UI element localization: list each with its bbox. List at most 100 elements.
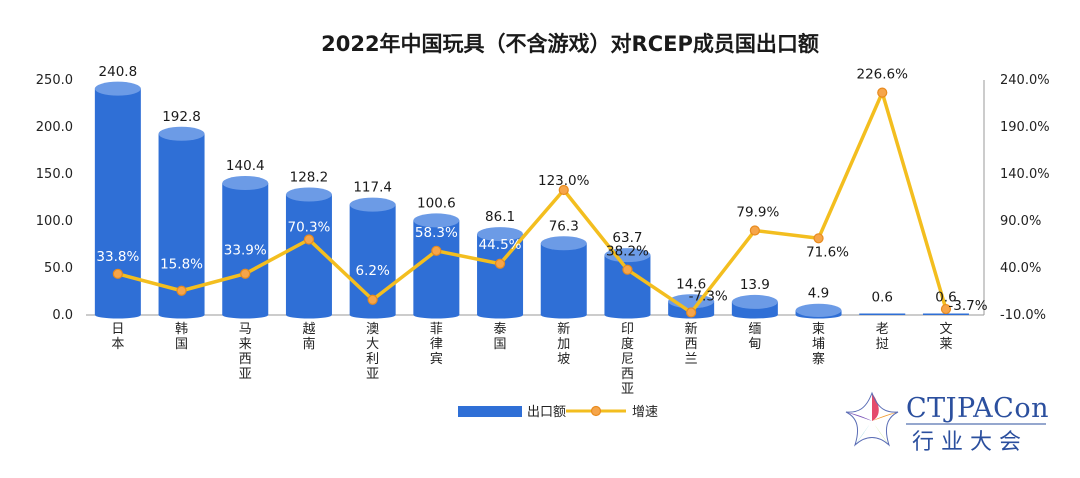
right-tick: 90.0%	[1000, 214, 1041, 229]
bar-cap	[285, 187, 332, 202]
bar-cap	[540, 236, 587, 251]
bar	[413, 213, 460, 319]
category-label: 韩国	[175, 322, 188, 352]
bar-value-label: 0.6	[935, 289, 956, 305]
bar	[477, 227, 524, 319]
legend-label-export: 出口额	[527, 405, 566, 420]
category-labels: 日本 韩国 马来西亚 越南 澳大利亚 菲律宾 泰国 新加坡 印度尼西亚 新西兰 缅甸 柬埔寨 老挝 文莱	[111, 321, 952, 397]
logo-text-cn: 行业大会	[912, 430, 1028, 455]
bar-value-labels: 240.8 192.8 140.4 128.2 117.4 100.6 86.1 76.3 63…	[99, 64, 957, 305]
growth-marker	[367, 294, 378, 305]
bar-cap	[222, 176, 269, 191]
left-tick: 250.0	[36, 73, 73, 88]
bar-value-label: 4.9	[808, 285, 829, 301]
bar	[795, 303, 842, 319]
right-tick: 190.0%	[1000, 120, 1050, 135]
bar-body	[540, 243, 587, 315]
growth-value-label: 58.3%	[415, 225, 458, 241]
left-tick: 50.0	[44, 261, 73, 276]
growth-value-label: 38.2%	[606, 244, 649, 260]
bar-body	[94, 88, 141, 315]
bar-base	[285, 311, 332, 319]
logo-star-icon	[845, 391, 899, 447]
bar-base	[413, 311, 460, 319]
bar-value-label: 100.6	[417, 195, 456, 211]
bar-base	[731, 311, 778, 319]
bar	[94, 81, 141, 319]
growth-value-label: 15.8%	[160, 257, 203, 273]
growth-marker	[813, 233, 824, 244]
bar-base	[222, 311, 269, 319]
bar-body	[859, 313, 906, 315]
growth-marker	[622, 264, 633, 275]
bar-base	[158, 311, 205, 319]
category-label: 越南	[302, 322, 315, 352]
category-label: 柬埔寨	[812, 322, 825, 367]
chart-title: 2022年中国玩具（不含游戏）对RCEP成员国出口额	[321, 32, 819, 56]
left-tick: 0.0	[52, 308, 73, 323]
bar-base	[604, 311, 651, 319]
growth-marker	[877, 87, 888, 98]
left-tick: 150.0	[36, 167, 73, 182]
legend: 出口额 增速	[458, 405, 658, 420]
category-label: 新西兰	[685, 321, 698, 367]
growth-marker	[749, 225, 760, 236]
bar-cap	[349, 197, 396, 212]
right-tick: 40.0%	[1000, 261, 1041, 276]
bar-cap	[413, 213, 460, 228]
bar-value-label: 140.4	[226, 158, 265, 174]
left-tick: 200.0	[36, 120, 73, 135]
category-label: 新加坡	[557, 321, 570, 367]
right-tick: -10.0%	[1000, 308, 1046, 323]
bar-cap	[731, 294, 778, 309]
bar-cap	[94, 81, 141, 96]
left-tick: 100.0	[36, 214, 73, 229]
growth-marker	[176, 285, 187, 296]
growth-marker	[494, 258, 506, 269]
bar-cap	[604, 248, 651, 263]
growth-value-label: 71.6%	[806, 244, 849, 260]
growth-value-label: 33.8%	[96, 249, 139, 265]
category-label: 菲律宾	[430, 322, 443, 367]
legend-label-growth: 增速	[632, 405, 658, 420]
right-axis: -10.0% 40.0% 90.0% 140.0% 190.0% 240.0%	[1000, 73, 1050, 323]
category-label: 印度尼西亚	[621, 322, 634, 397]
growth-marker	[431, 245, 442, 256]
bar-body	[922, 313, 969, 315]
bar	[731, 294, 778, 319]
bar-cap	[158, 126, 205, 141]
bar-body	[604, 255, 651, 315]
category-label: 泰国	[494, 322, 507, 352]
growth-value-label: 123.0%	[538, 173, 590, 189]
bar-value-label: 240.8	[99, 64, 138, 80]
bar-value-label: 63.7	[612, 230, 642, 246]
bar-value-label: 86.1	[485, 209, 515, 225]
growth-marker	[686, 307, 697, 318]
bar	[158, 126, 205, 319]
growth-value-label: 6.2%	[355, 263, 389, 279]
growth-value-label: 79.9%	[736, 204, 779, 220]
bar-base	[477, 311, 524, 319]
growth-value-label: 70.3%	[288, 220, 331, 236]
bar	[859, 313, 906, 315]
category-label: 澳大利亚	[366, 321, 379, 382]
right-tick: 240.0%	[1000, 73, 1050, 88]
bar-value-label: 0.6	[872, 289, 893, 305]
right-tick: 140.0%	[1000, 167, 1050, 182]
growth-value-label: 44.5%	[479, 237, 522, 253]
category-label: 日本	[111, 322, 124, 352]
bar-value-label: 192.8	[162, 109, 201, 125]
growth-marker	[558, 184, 569, 196]
bar-value-label: 13.9	[740, 277, 770, 293]
left-axis: 0.0 50.0 100.0 150.0 200.0 250.0	[36, 73, 73, 323]
bar-base	[94, 311, 141, 319]
category-label: 文莱	[939, 322, 952, 352]
bar	[922, 313, 969, 315]
growth-value-label: 33.9%	[224, 243, 267, 259]
growth-value-label: -7.3%	[689, 288, 728, 304]
bar-cap	[795, 303, 842, 318]
ctjpacon-logo: CTJPACon 行业大会	[845, 391, 1048, 455]
category-label: 缅甸	[748, 322, 761, 352]
bar-body	[222, 183, 269, 315]
